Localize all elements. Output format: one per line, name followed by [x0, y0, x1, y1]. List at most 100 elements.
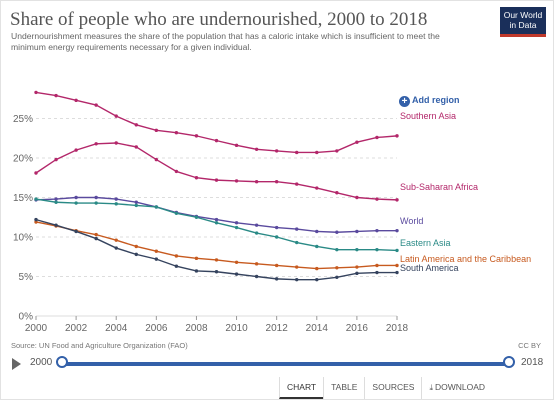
- data-point[interactable]: [214, 138, 219, 143]
- data-point[interactable]: [134, 244, 138, 249]
- data-point[interactable]: [335, 149, 339, 153]
- data-point[interactable]: [54, 197, 58, 201]
- data-point[interactable]: [254, 147, 259, 152]
- data-point[interactable]: [234, 260, 239, 264]
- data-point[interactable]: [194, 269, 199, 273]
- data-point[interactable]: [194, 134, 199, 138]
- timeline-start-handle[interactable]: [56, 356, 68, 368]
- data-point[interactable]: [74, 148, 78, 152]
- data-point[interactable]: [254, 231, 259, 235]
- data-point[interactable]: [375, 228, 379, 233]
- data-point[interactable]: [94, 103, 98, 107]
- data-point[interactable]: [274, 225, 279, 230]
- data-point[interactable]: [194, 256, 199, 261]
- add-region-button[interactable]: + Add region: [399, 95, 460, 107]
- data-point[interactable]: [395, 248, 399, 253]
- data-point[interactable]: [295, 182, 299, 186]
- data-point[interactable]: [114, 197, 118, 201]
- data-point[interactable]: [395, 134, 399, 138]
- data-point[interactable]: [214, 178, 219, 182]
- data-point[interactable]: [214, 258, 219, 262]
- data-point[interactable]: [315, 186, 319, 190]
- data-point[interactable]: [254, 180, 259, 184]
- series-label[interactable]: Sub-Saharan Africa: [400, 182, 478, 192]
- data-point[interactable]: [335, 266, 339, 270]
- data-point[interactable]: [94, 195, 98, 200]
- data-point[interactable]: [34, 217, 38, 222]
- data-point[interactable]: [375, 247, 379, 252]
- data-point[interactable]: [395, 263, 399, 268]
- license-link[interactable]: CC BY: [518, 341, 541, 350]
- data-point[interactable]: [214, 270, 219, 274]
- data-point[interactable]: [274, 180, 279, 184]
- data-point[interactable]: [315, 244, 319, 249]
- data-point[interactable]: [94, 232, 98, 237]
- data-point[interactable]: [134, 252, 138, 257]
- data-point[interactable]: [375, 263, 379, 268]
- data-point[interactable]: [214, 217, 219, 222]
- data-point[interactable]: [194, 176, 199, 180]
- data-point[interactable]: [114, 238, 118, 242]
- data-point[interactable]: [94, 142, 98, 146]
- data-point[interactable]: [74, 201, 78, 205]
- data-point[interactable]: [234, 225, 239, 230]
- data-point[interactable]: [54, 223, 58, 227]
- data-point[interactable]: [375, 135, 379, 140]
- data-point[interactable]: [94, 201, 98, 205]
- data-point[interactable]: [315, 229, 319, 234]
- data-point[interactable]: [335, 275, 339, 279]
- owid-logo[interactable]: Our World in Data: [500, 7, 546, 37]
- data-point[interactable]: [154, 257, 159, 261]
- data-point[interactable]: [395, 228, 399, 233]
- data-point[interactable]: [154, 128, 159, 133]
- series-label[interactable]: Southern Asia: [400, 111, 456, 121]
- data-point[interactable]: [134, 200, 138, 204]
- tab-sources[interactable]: SOURCES: [364, 377, 421, 399]
- data-point[interactable]: [355, 229, 359, 234]
- data-point[interactable]: [375, 197, 379, 201]
- timeline-end-handle[interactable]: [503, 356, 515, 368]
- data-point[interactable]: [134, 203, 138, 208]
- data-point[interactable]: [295, 277, 299, 282]
- data-point[interactable]: [34, 171, 38, 175]
- timeline-track[interactable]: [61, 362, 509, 366]
- data-point[interactable]: [34, 220, 38, 224]
- series-line[interactable]: [35, 198, 398, 252]
- data-point[interactable]: [34, 90, 38, 95]
- data-point[interactable]: [174, 169, 179, 174]
- tab-table[interactable]: TABLE: [323, 377, 364, 399]
- data-point[interactable]: [274, 263, 279, 268]
- series-label[interactable]: Latin America and the Caribbean: [400, 254, 531, 264]
- data-point[interactable]: [154, 157, 159, 162]
- data-point[interactable]: [355, 195, 359, 200]
- data-point[interactable]: [174, 254, 179, 258]
- data-point[interactable]: [315, 277, 319, 282]
- data-point[interactable]: [234, 143, 239, 148]
- series-line[interactable]: [35, 91, 398, 154]
- data-point[interactable]: [74, 98, 78, 103]
- data-point[interactable]: [114, 141, 118, 145]
- data-point[interactable]: [254, 223, 259, 227]
- data-point[interactable]: [295, 240, 299, 245]
- data-point[interactable]: [234, 179, 239, 183]
- tab-chart[interactable]: CHART: [279, 377, 324, 399]
- data-point[interactable]: [355, 265, 359, 269]
- data-point[interactable]: [74, 229, 78, 234]
- data-point[interactable]: [54, 93, 58, 98]
- play-icon[interactable]: [12, 358, 21, 370]
- data-point[interactable]: [274, 277, 279, 281]
- data-point[interactable]: [355, 247, 359, 252]
- data-point[interactable]: [295, 265, 299, 269]
- data-point[interactable]: [174, 211, 179, 215]
- data-point[interactable]: [134, 145, 138, 149]
- data-point[interactable]: [295, 227, 299, 231]
- data-point[interactable]: [54, 157, 58, 162]
- data-point[interactable]: [315, 150, 319, 155]
- data-point[interactable]: [154, 249, 159, 253]
- data-point[interactable]: [114, 202, 118, 206]
- data-point[interactable]: [274, 235, 279, 239]
- data-point[interactable]: [335, 191, 339, 195]
- series-label[interactable]: World: [400, 216, 423, 226]
- data-point[interactable]: [355, 271, 359, 276]
- series-label[interactable]: Eastern Asia: [400, 238, 451, 248]
